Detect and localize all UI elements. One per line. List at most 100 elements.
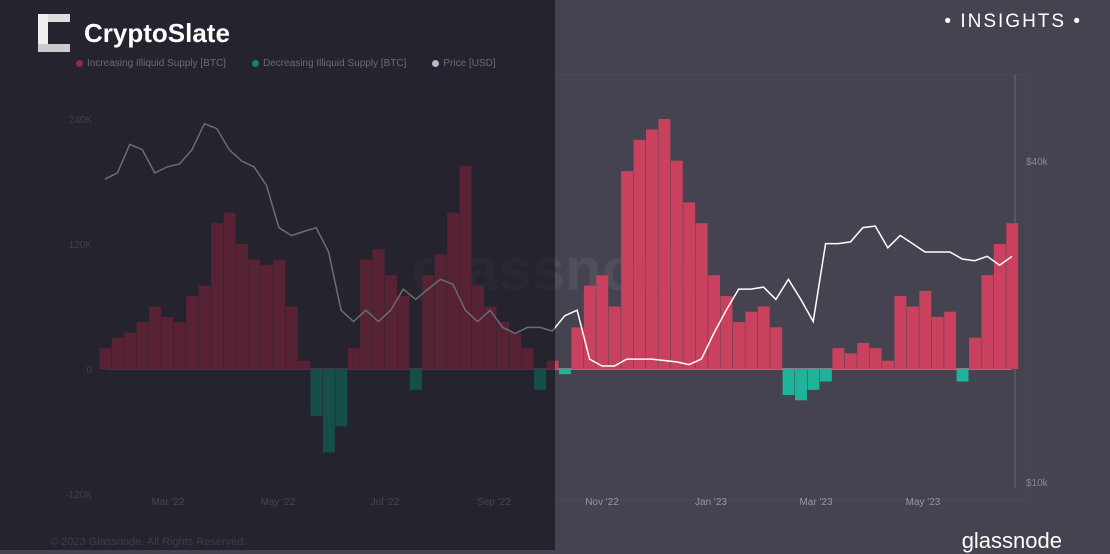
supply-bar — [322, 369, 335, 453]
supply-bar — [521, 348, 534, 369]
supply-bar — [981, 275, 994, 369]
supply-bar — [633, 139, 646, 369]
supply-bar — [732, 322, 745, 369]
x-tick-label: Mar '22 — [151, 497, 184, 508]
insights-badge: • INSIGHTS • — [944, 11, 1082, 32]
brand-name: CryptoSlate — [84, 18, 230, 48]
supply-bar — [1006, 223, 1019, 369]
x-tick-label: Nov '22 — [585, 497, 619, 508]
supply-bar — [559, 369, 571, 375]
supply-bar — [882, 360, 894, 369]
supply-bar — [670, 160, 683, 369]
supply-bar — [186, 296, 199, 369]
supply-bar — [397, 296, 410, 369]
y-right-tick-label: $10k — [1026, 478, 1049, 489]
supply-bar — [969, 337, 981, 369]
supply-bar — [720, 296, 733, 369]
supply-bar — [335, 369, 348, 427]
cryptoslate-logo-icon — [38, 14, 70, 52]
x-tick-label: Sep '22 — [477, 497, 511, 508]
supply-bar — [447, 212, 460, 369]
supply-bar — [621, 171, 634, 369]
supply-bar — [745, 311, 758, 369]
supply-bar — [919, 290, 932, 369]
y-right-tick-label: $40k — [1026, 157, 1049, 168]
supply-bar — [844, 353, 857, 369]
supply-bar — [248, 259, 261, 369]
supply-bar — [906, 306, 919, 369]
legend-item-price[interactable]: Price [USD] — [432, 58, 496, 69]
supply-bar — [708, 275, 721, 369]
supply-bar — [795, 369, 807, 401]
supply-bar — [645, 129, 658, 369]
supply-bar — [198, 285, 211, 369]
supply-bar — [111, 337, 124, 369]
supply-bar — [298, 360, 311, 369]
supply-bar — [931, 316, 944, 369]
x-tick-label: May '23 — [906, 497, 941, 508]
copyright: © 2023 Glassnode. All Rights Reserved. — [50, 536, 247, 548]
supply-bar — [571, 327, 584, 369]
supply-bar — [235, 244, 248, 369]
supply-bar — [223, 212, 236, 369]
supply-bar — [944, 311, 957, 369]
x-tick-label: Jan '23 — [695, 497, 727, 508]
supply-bar — [596, 275, 609, 369]
red-dot-icon — [76, 59, 83, 67]
y-left-tick-label: 0 — [86, 365, 92, 376]
supply-bar — [173, 322, 186, 369]
teal-dot-icon — [251, 59, 259, 67]
supply-bar — [372, 249, 385, 369]
supply-bar — [757, 306, 770, 369]
supply-bar — [695, 223, 708, 369]
y-left-tick-label: 240K — [69, 115, 93, 126]
supply-bar — [658, 119, 671, 369]
y-left-tick-label: -120K — [65, 490, 92, 501]
supply-bar — [148, 306, 161, 369]
supply-bar — [434, 254, 447, 369]
supply-bar — [124, 332, 137, 369]
supply-bar — [409, 369, 422, 390]
legend-item-decrease[interactable]: Decreasing Illiquid Supply [BTC] — [251, 58, 407, 69]
supply-bar — [956, 369, 969, 382]
supply-bar — [509, 332, 522, 369]
supply-bar — [260, 264, 273, 369]
glassnode-logo: glassnode — [961, 528, 1062, 553]
supply-bar — [832, 348, 845, 369]
x-tick-label: Jul '22 — [371, 497, 400, 508]
supply-bar — [894, 296, 907, 369]
supply-bar — [273, 259, 286, 369]
supply-bar — [459, 165, 472, 369]
legend-label: Increasing Illiquid Supply [BTC] — [87, 58, 226, 69]
supply-bar — [546, 360, 559, 369]
supply-bar — [99, 348, 112, 369]
supply-bar — [770, 327, 783, 369]
supply-bar — [807, 369, 820, 390]
supply-bar — [285, 306, 298, 369]
supply-bar — [993, 244, 1006, 369]
supply-bar — [310, 369, 323, 416]
supply-bar — [608, 306, 621, 369]
supply-bar — [347, 348, 360, 369]
legend: Increasing Illiquid Supply [BTC] Decreas… — [76, 58, 496, 69]
supply-bar — [782, 369, 795, 396]
legend-item-increase[interactable]: Increasing Illiquid Supply [BTC] — [76, 58, 226, 69]
white-dot-icon — [432, 59, 440, 67]
supply-bar — [869, 348, 882, 369]
supply-bar — [211, 223, 224, 369]
supply-bar — [857, 342, 870, 369]
supply-bar — [583, 285, 596, 369]
x-tick-label: May '22 — [261, 497, 296, 508]
supply-bar — [472, 285, 484, 369]
legend-label: Decreasing Illiquid Supply [BTC] — [262, 58, 407, 69]
supply-bar — [136, 322, 149, 369]
y-left-tick-label: 120K — [69, 240, 93, 251]
supply-bar — [819, 369, 832, 382]
supply-bar — [385, 275, 397, 369]
x-tick-label: Mar '23 — [799, 497, 832, 508]
supply-bar — [161, 316, 174, 369]
supply-bar — [534, 369, 547, 390]
legend-label: Price [USD] — [443, 58, 496, 69]
supply-bar — [683, 202, 696, 369]
